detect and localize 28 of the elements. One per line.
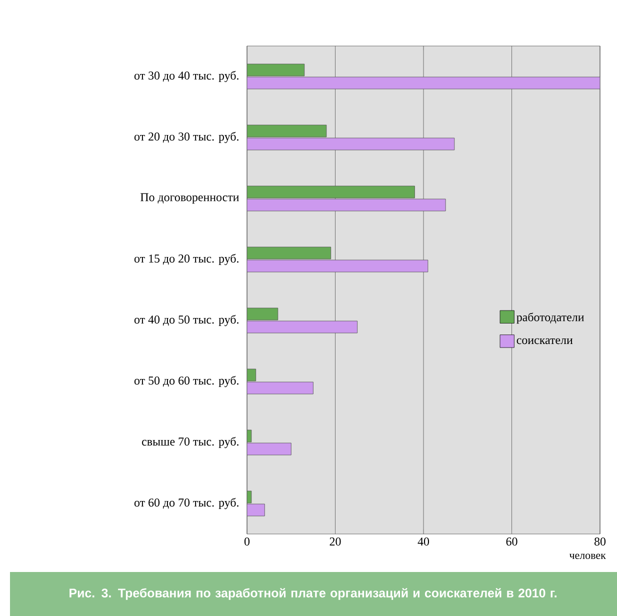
y-tick-label: свыше 70 тыс. руб. <box>142 436 238 448</box>
bar <box>247 260 428 272</box>
bar <box>247 382 314 394</box>
x-tick-label: 80 <box>594 538 606 546</box>
text: Рис. 3. Требования по заработной плате организаций и соискателей в 2010 г. <box>70 588 556 600</box>
bar <box>247 64 305 76</box>
bar <box>247 442 292 456</box>
x-tick-label: 40 <box>418 538 430 546</box>
bar <box>247 246 332 260</box>
legend-label: работодатели <box>516 312 584 324</box>
y-tick-label: от 50 до 60 тыс. руб. <box>134 376 238 388</box>
legend-label: соискатели <box>516 338 573 344</box>
x-tick-label: 0 <box>244 538 250 546</box>
bar <box>247 138 455 150</box>
y-tick-label: от 40 до 50 тыс. руб. <box>134 314 238 326</box>
y-tick-label: от 20 до 30 тыс. руб. <box>134 132 238 144</box>
bar <box>247 76 600 90</box>
bar <box>247 198 446 212</box>
x-tick-label: 60 <box>506 538 518 546</box>
x-tick-label: 20 <box>330 538 341 546</box>
bar <box>247 124 327 138</box>
y-tick-label: от 30 до 40 тыс. руб. <box>134 70 238 82</box>
y-tick-label: По договоренности <box>140 193 239 204</box>
y-tick-label: от 60 до 70 тыс. руб. <box>134 498 238 510</box>
x-axis-title: человек <box>569 554 606 560</box>
bar <box>247 186 415 198</box>
y-tick-label: от 15 до 20 тыс. руб. <box>134 254 238 266</box>
bar <box>247 320 358 334</box>
